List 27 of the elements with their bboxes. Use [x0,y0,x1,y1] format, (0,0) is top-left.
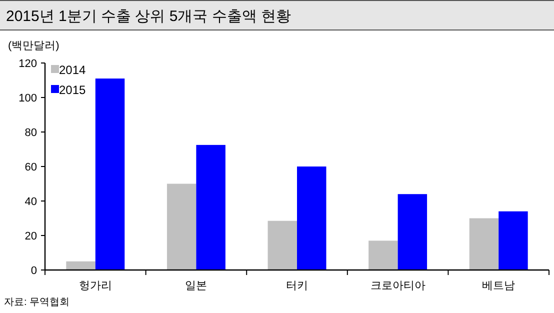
x-tick-label: 헝가리 [78,280,112,292]
bar [66,261,96,270]
bar [368,240,398,270]
text: 자료: 무역협회 [4,297,70,308]
chart-title: 2015년 1분기 수출 상위 5개국 수출액 현황 [6,8,292,25]
bar [268,220,297,270]
bar [398,194,428,270]
x-tick-label: 크로아티아 [370,280,426,292]
y-axis-title: (백만달러) [8,40,60,52]
legend-label: 2015 [59,83,86,97]
bar [469,218,499,270]
y-tick-label: 120 [18,58,37,70]
y-tick-label: 60 [24,162,37,174]
y-tick-label: 0 [30,265,37,277]
bar [166,184,196,270]
bar [196,144,226,270]
y-tick-label: 80 [24,127,37,139]
x-tick-label: 베트남 [482,280,516,292]
legend-label: 2014 [59,63,86,77]
x-tick-label: 일본 [185,280,208,292]
bar [297,166,326,270]
bar [498,211,528,270]
y-tick-label: 100 [18,92,37,104]
y-tick-label: 20 [24,230,37,242]
x-tick-label: 터키 [286,280,308,292]
y-tick-label: 40 [24,196,37,208]
bar [95,78,125,270]
